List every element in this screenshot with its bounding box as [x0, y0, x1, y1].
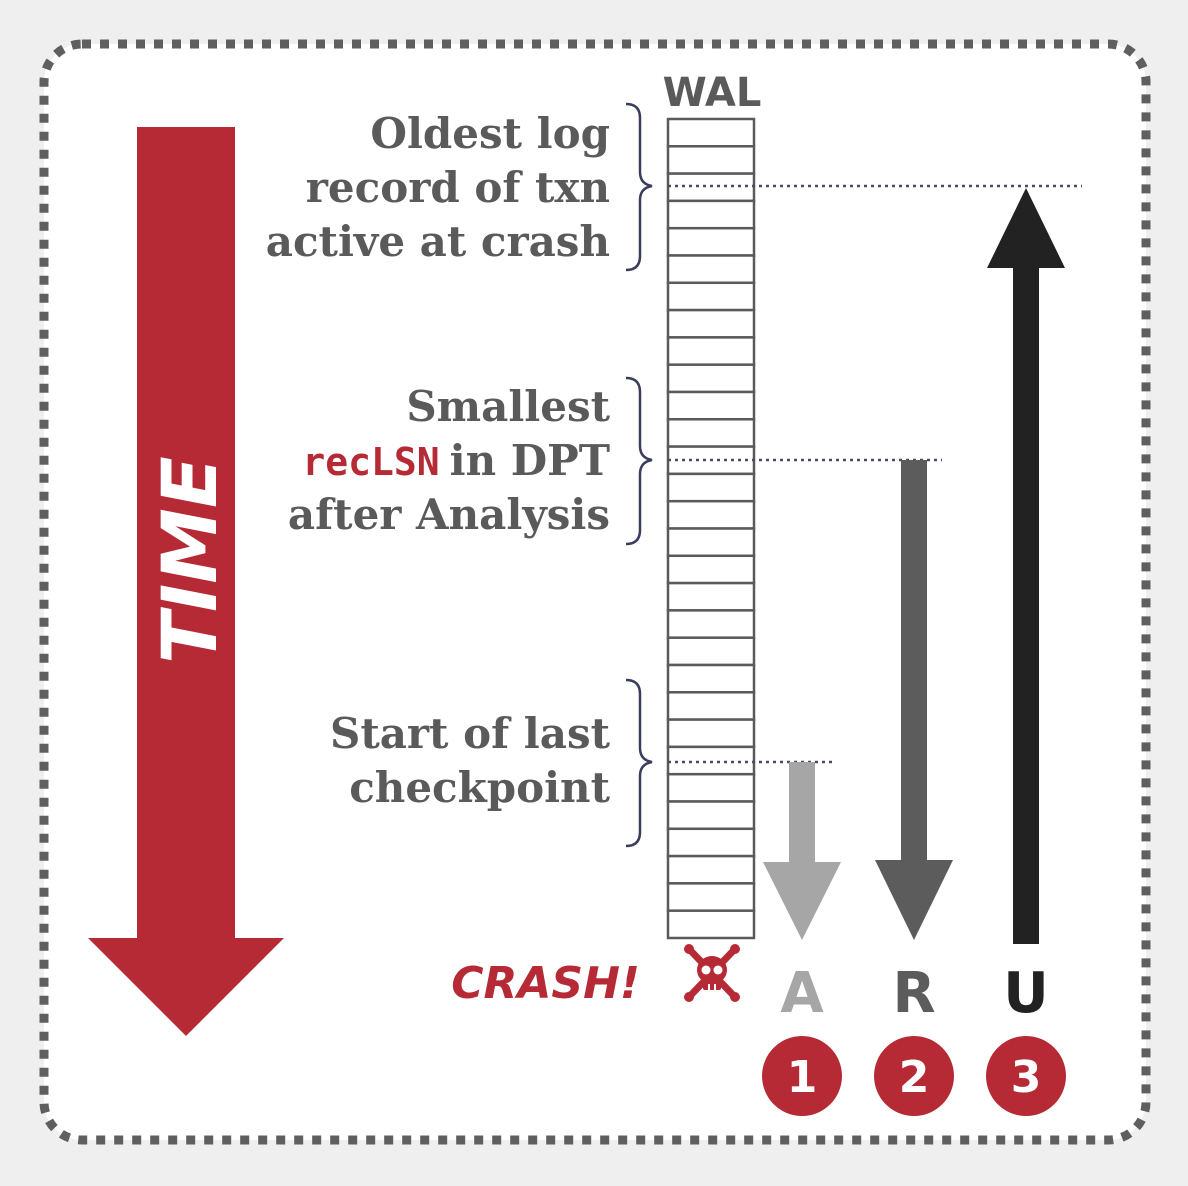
- undo-arrow: [987, 188, 1065, 944]
- checkpoint-label-line2: checkpoint: [349, 763, 610, 812]
- wal-title: WAL: [663, 70, 762, 116]
- crash-label: CRASH!: [451, 958, 640, 1009]
- wal-record: [666, 718, 756, 749]
- phase-letter-redo: R: [892, 961, 935, 1026]
- braces: [625, 102, 653, 848]
- brace-smallest: [625, 376, 653, 546]
- wal-record: [666, 418, 756, 448]
- phase-badges: 1 2 3: [762, 1036, 1066, 1116]
- wal-record: [666, 308, 756, 339]
- brace-checkpoint: [625, 678, 653, 848]
- wal-record: [666, 554, 756, 585]
- wal-record: [666, 772, 756, 803]
- wal-record: [666, 636, 756, 667]
- wal-records: [666, 117, 756, 940]
- annotation-labels: Oldest log record of txn active at crash…: [266, 109, 611, 812]
- wal-record: [666, 854, 756, 885]
- time-arrow-head: [88, 938, 284, 1036]
- wal-record: [666, 609, 756, 639]
- wal-record: [666, 226, 756, 257]
- oldest-label-line3: active at crash: [266, 217, 610, 266]
- wal-record: [666, 199, 756, 230]
- phase-letter-undo: U: [1003, 961, 1048, 1026]
- wal-record: [666, 745, 756, 776]
- smallest-label-line3: after Analysis: [288, 490, 610, 539]
- wal-record: [666, 827, 756, 858]
- wal-record: [666, 472, 756, 503]
- smallest-label-line1: Smallest: [406, 382, 610, 431]
- phase-number-1: 1: [787, 1052, 818, 1103]
- panel-border: [39, 39, 1151, 1145]
- wal-record: [666, 800, 756, 831]
- phase-letter-analysis: A: [780, 961, 824, 1026]
- wal-record: [666, 909, 756, 940]
- wal-record: [666, 117, 756, 148]
- phase-number-3: 3: [1011, 1052, 1042, 1103]
- wal-record: [666, 663, 756, 694]
- wal-record: [666, 336, 756, 366]
- brace-oldest: [625, 102, 653, 272]
- phase-letters: A R U: [780, 961, 1048, 1026]
- time-arrow-shaft: [137, 127, 235, 940]
- wal-record: [666, 363, 756, 394]
- time-arrow: TIME: [88, 127, 284, 1036]
- analysis-arrow: [763, 762, 841, 940]
- wal-record: [666, 691, 756, 721]
- dotted-markers: [668, 184, 1082, 764]
- phase-badge-3: [986, 1036, 1066, 1116]
- wal-record: [666, 527, 756, 558]
- time-label: TIME: [145, 456, 234, 664]
- wal-record: [666, 581, 756, 612]
- phase-badge-2: [874, 1036, 954, 1116]
- wal-record: [666, 390, 756, 421]
- redo-arrow: [875, 460, 953, 940]
- oldest-label-line2: record of txn: [306, 163, 610, 212]
- wal-record: [666, 145, 756, 175]
- phase-number-2: 2: [899, 1052, 930, 1103]
- phase-badge-1: [762, 1036, 842, 1116]
- smallest-label-line2: recLSN in DPT: [302, 436, 610, 485]
- smallest-label-line2-rest: in DPT: [450, 436, 610, 485]
- reclsn-code: recLSN: [302, 440, 439, 484]
- oldest-label-line1: Oldest log: [370, 109, 610, 158]
- wal-log: WAL: [663, 70, 762, 940]
- checkpoint-label-line1: Start of last: [330, 709, 611, 758]
- wal-record: [666, 499, 756, 530]
- wal-record: [666, 254, 756, 285]
- wal-record: [666, 281, 756, 312]
- wal-record: [666, 882, 756, 912]
- skull-crossbones-icon: [684, 944, 740, 1002]
